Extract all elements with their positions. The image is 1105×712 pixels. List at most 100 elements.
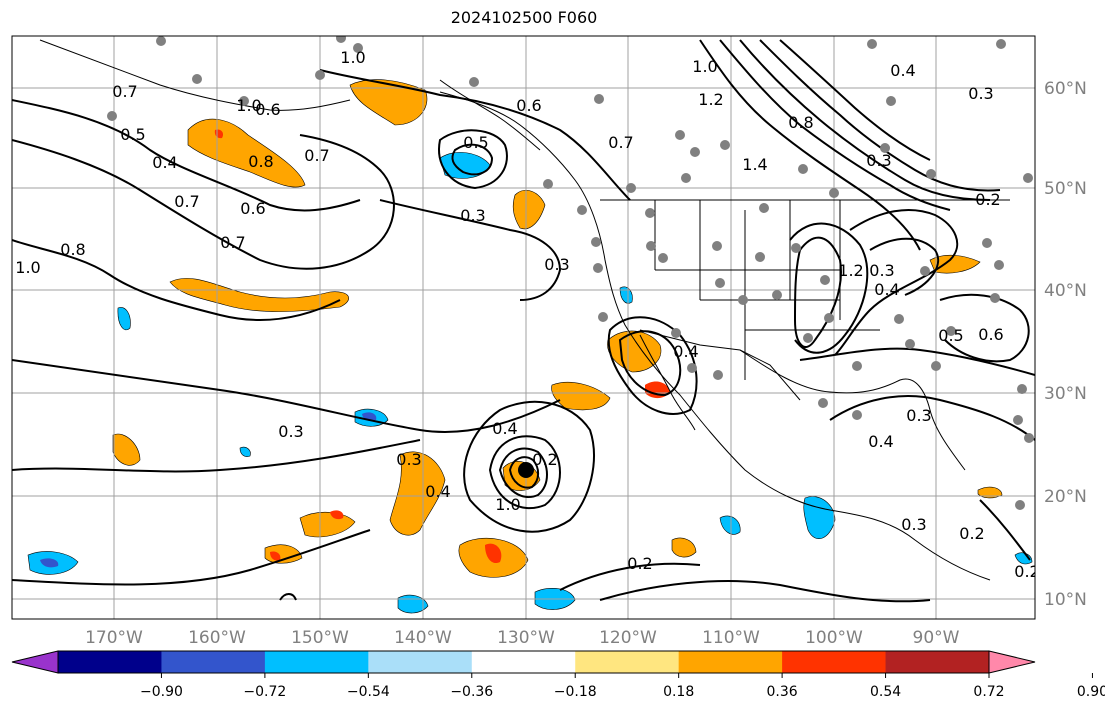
map-plot-area: 1.00.70.50.40.80.7 0.60.70.81.00.71.00.60… — [12, 36, 1039, 619]
contour-label: 0.3 — [906, 406, 931, 425]
station-dot — [713, 370, 723, 380]
station-dot — [791, 243, 801, 253]
station-dot — [867, 39, 877, 49]
longitude-labels: 170°W 160°W 150°W 140°W 130°W 120°W 110°W 100°W… — [85, 628, 960, 648]
station-dot — [1015, 500, 1025, 510]
contour-line — [508, 456, 540, 489]
contour-label: 0.4 — [152, 153, 177, 172]
station-dot — [920, 266, 930, 276]
contour-line — [834, 209, 959, 356]
colorbar-segment — [161, 651, 266, 673]
station-dot — [798, 164, 808, 174]
station-dot — [738, 295, 748, 305]
contour-line — [719, 39, 951, 211]
longitude-label: 130°W — [497, 628, 555, 648]
station-dot — [820, 275, 830, 285]
contour-label: 0.4 — [890, 61, 915, 80]
station-dot — [594, 94, 604, 104]
colorbar-arrow-left — [11, 650, 59, 674]
contour-label: 1.0 — [236, 96, 261, 115]
shade-region — [671, 537, 697, 558]
colorbar-tick-label: 0.90 — [1077, 684, 1105, 700]
station-dot — [315, 70, 325, 80]
contour-label: 0.3 — [901, 515, 926, 534]
station-dot — [593, 263, 603, 273]
contour-label: 0.5 — [938, 326, 963, 345]
contour-label: 1.0 — [692, 57, 717, 76]
contour-label: 0.3 — [544, 255, 569, 274]
contour-line — [559, 562, 701, 591]
contour-label: 0.2 — [1014, 562, 1039, 581]
colorbar-tick-label: 0.36 — [767, 684, 798, 700]
contour-line — [12, 359, 561, 433]
shade-region — [551, 382, 611, 411]
station-dot — [671, 328, 681, 338]
colorbar-tick-label: 0.72 — [973, 684, 1004, 700]
station-dot — [982, 238, 992, 248]
latitude-label: 50°N — [1044, 179, 1087, 199]
contour-label: 0.7 — [220, 233, 245, 252]
contour-line — [12, 439, 421, 473]
contour-line — [438, 129, 508, 190]
colorbar-segment — [782, 651, 887, 673]
coastline-alaska — [39, 39, 351, 111]
coastline-gulf — [739, 349, 966, 471]
shade-region — [40, 558, 59, 568]
contour-line — [979, 499, 1031, 561]
station-dot — [894, 314, 904, 324]
contour-label: 0.6 — [978, 325, 1003, 344]
contour-label: 0.2 — [975, 190, 1000, 209]
shade-region — [929, 254, 981, 274]
station-dot — [192, 74, 202, 84]
contour-label: 0.7 — [304, 146, 329, 165]
station-dot — [1017, 384, 1027, 394]
colorbar-segment — [58, 651, 162, 673]
station-dot — [577, 205, 587, 215]
contour-line — [939, 293, 1030, 363]
station-dot — [543, 179, 553, 189]
contour-label: 0.3 — [460, 206, 485, 225]
contour-line — [759, 39, 1001, 192]
contour-line — [279, 593, 297, 601]
station-dot — [990, 293, 1000, 303]
contour-line — [379, 199, 562, 301]
contour-label: 0.3 — [866, 151, 891, 170]
coastline-north-america — [439, 91, 991, 581]
contour-line — [12, 134, 395, 270]
contour-line — [739, 39, 991, 201]
contour-label: 0.5 — [120, 125, 145, 144]
contour-label: 1.0 — [15, 258, 40, 277]
contour-label: 0.3 — [869, 261, 894, 280]
longitude-label: 120°W — [599, 628, 657, 648]
contour-line — [607, 316, 698, 415]
colorbar-tick-label: −0.72 — [243, 684, 286, 700]
station-dot — [803, 333, 813, 343]
station-dot — [687, 363, 697, 373]
colorbar-tick-label: −0.18 — [554, 684, 597, 700]
station-dot — [905, 339, 915, 349]
latitude-label: 30°N — [1044, 384, 1087, 404]
map-frame — [11, 35, 1036, 620]
contour-line — [12, 99, 361, 212]
station-dot — [675, 130, 685, 140]
shade-region — [485, 543, 502, 564]
longitude-label: 170°W — [85, 628, 143, 648]
colorbar-tick-label: 0.18 — [663, 684, 694, 700]
station-dot — [772, 290, 782, 300]
contour-label: 0.4 — [673, 342, 698, 361]
contour-line — [599, 579, 931, 603]
map-title: 2024102500 F060 — [450, 8, 598, 27]
station-dot — [720, 140, 730, 150]
colorbar-tick-label: −0.36 — [450, 684, 493, 700]
contour-label: 0.2 — [532, 450, 557, 469]
colorbar: −0.90 −0.72 −0.54 −0.36 −0.18 0.18 0.36 0.54 0.7… — [11, 650, 1105, 700]
station-dot — [591, 237, 601, 247]
contour-line — [463, 400, 595, 533]
station-dot — [353, 43, 363, 53]
contour-line — [451, 143, 494, 176]
shade-region — [349, 79, 428, 126]
observation-stations — [107, 36, 1034, 510]
contour-label: 1.2 — [838, 261, 863, 280]
longitude-label: 90°W — [913, 628, 960, 648]
